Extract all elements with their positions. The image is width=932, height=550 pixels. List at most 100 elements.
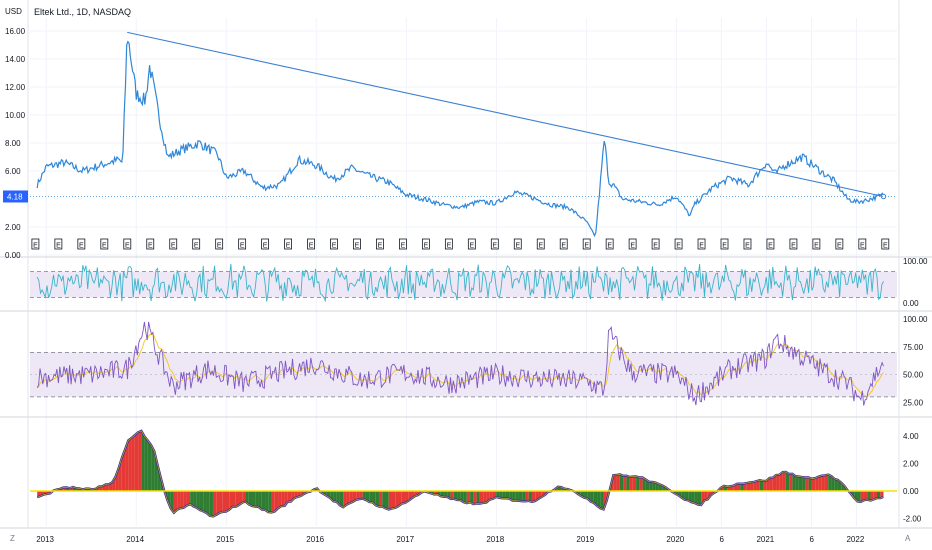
histogram-segment (219, 491, 223, 514)
earnings-marker-label: E (378, 243, 383, 250)
histogram-segment (831, 475, 835, 491)
grid (30, 18, 897, 526)
histogram-segment (128, 437, 132, 491)
histogram-segment (170, 491, 174, 513)
earnings-marker (858, 238, 867, 250)
price-tick-label: 14.00 (5, 55, 26, 64)
histogram-segment (600, 491, 604, 510)
currency-label: USD (5, 7, 22, 16)
histogram-segment (466, 491, 471, 504)
histogram-segment (697, 491, 702, 506)
earnings-marker (284, 238, 292, 250)
histogram-segment (584, 491, 588, 499)
histogram-segment (860, 491, 864, 502)
earnings-marker-label: E (79, 243, 84, 250)
histogram-segment (193, 491, 197, 508)
histogram-segment (531, 491, 536, 502)
earnings-marker (77, 238, 86, 250)
histogram-segment (180, 491, 184, 509)
histogram-segment (863, 491, 868, 501)
timezone-button[interactable]: Z (10, 534, 15, 543)
histogram-segment (147, 440, 152, 491)
earnings-marker-label: E (332, 243, 337, 250)
earnings-marker-label: E (286, 243, 291, 250)
histogram-signal (37, 430, 884, 517)
histogram-segment (593, 491, 598, 506)
oscillator-1-line (36, 263, 884, 303)
oscillator-1-tick-label: 100.00 (903, 257, 928, 266)
histogram-segment (737, 483, 741, 491)
price-tick-label: 12.00 (5, 83, 26, 92)
oscillator-1-tick-label: 0.00 (903, 299, 919, 308)
histogram-segment (515, 491, 519, 501)
histogram-segment (597, 491, 601, 509)
earnings-marker (238, 238, 247, 250)
histogram-segment (115, 468, 119, 491)
earnings-marker-label: E (148, 243, 153, 250)
histogram-segment (242, 491, 246, 503)
histogram-segment (362, 491, 366, 501)
earnings-marker-label: E (722, 243, 727, 250)
histogram-segment (395, 491, 399, 509)
histogram-segment (375, 491, 379, 507)
earnings-marker-label: E (470, 243, 475, 250)
histogram-segment (512, 491, 516, 501)
earnings-marker (674, 238, 683, 250)
oscillator-2-tick-label: 100.00 (903, 315, 928, 324)
earnings-marker-label: E (791, 243, 796, 250)
histogram-segment (876, 491, 881, 499)
earnings-marker-label: E (837, 243, 842, 250)
earnings-marker (146, 238, 155, 250)
histogram-segment (759, 480, 764, 491)
earnings-marker (490, 238, 499, 250)
histogram-segment (785, 471, 790, 491)
earnings-marker (353, 238, 361, 250)
histogram-segment (805, 477, 809, 491)
histogram-segment (828, 474, 832, 491)
earnings-marker-label: E (102, 243, 107, 250)
histogram-segment (457, 491, 461, 501)
earnings-marker (330, 238, 338, 250)
histogram-segment (815, 476, 819, 491)
histogram-segment (173, 491, 178, 513)
earnings-marker (444, 238, 453, 250)
earnings-marker (215, 238, 224, 250)
oscillator-3-tick-label: 4.00 (903, 432, 919, 441)
histogram-segment (144, 436, 148, 491)
histogram-segment (141, 430, 145, 491)
histogram-segment (268, 491, 272, 513)
price-series-line (36, 40, 885, 238)
earnings-marker-label: E (125, 243, 130, 250)
histogram-segment (186, 491, 191, 506)
histogram-segment (183, 491, 187, 508)
time-tick-label: 2018 (486, 535, 504, 544)
earnings-marker (651, 238, 660, 250)
histogram-segment (870, 491, 874, 501)
histogram-segment (209, 491, 213, 517)
earnings-marker-label: E (860, 243, 865, 250)
histogram-segment (867, 491, 871, 501)
time-tick-label: 6 (809, 535, 814, 544)
time-tick-label: 6 (719, 535, 724, 544)
panes (0, 0, 932, 529)
oscillator-2-tick-label: 75.00 (903, 343, 924, 352)
histogram-segment (105, 484, 109, 491)
time-tick-label: 2019 (576, 535, 594, 544)
histogram-segment (287, 491, 292, 503)
histogram-segment (740, 483, 744, 491)
histogram-segment (125, 440, 129, 491)
earnings-marker-label: E (171, 243, 176, 250)
histogram-segment (349, 491, 353, 504)
histogram-segment (489, 491, 493, 500)
histogram-segment (525, 491, 529, 502)
earnings-marker-label: E (33, 243, 38, 250)
auto-scale-button[interactable]: A (905, 534, 911, 543)
histogram-segment (281, 491, 285, 507)
histogram-segment (753, 481, 757, 491)
histogram-segment (222, 491, 226, 512)
histogram-segment (196, 491, 200, 511)
histogram-segment (476, 491, 480, 504)
earnings-marker-label: E (447, 243, 452, 250)
price-tick-label: 0.00 (5, 251, 21, 260)
